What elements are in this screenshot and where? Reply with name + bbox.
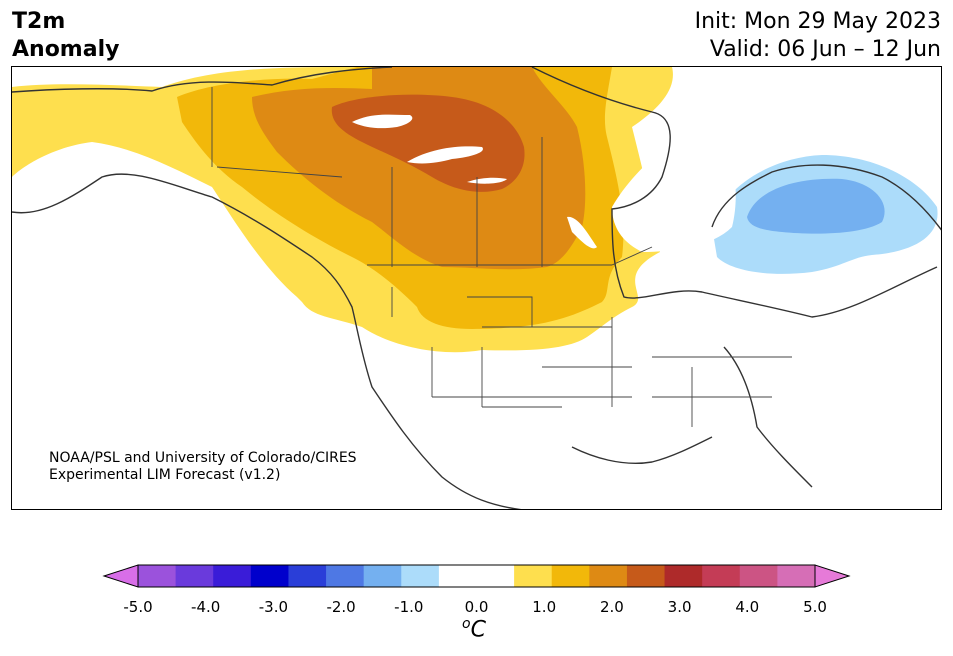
anomaly-contour-neg1p0 [747, 178, 885, 234]
credit-line-1: NOAA/PSL and University of Colorado/CIRE… [49, 450, 357, 466]
colorbar-tick-label: -2.0 [326, 598, 356, 616]
hudson-bay-water [612, 127, 736, 252]
title-anomaly: Anomaly [12, 37, 120, 62]
colorbar-cell [476, 565, 515, 587]
map-svg [12, 67, 941, 509]
colorbar-tick-label: 1.0 [532, 598, 557, 616]
colorbar-extend-min [102, 564, 139, 588]
colorbar-cell [777, 565, 816, 587]
colorbar-cell [514, 565, 553, 587]
colorbar-cell [551, 565, 590, 587]
colorbar-tick-label: -3.0 [258, 598, 289, 616]
great-bear-lake [352, 114, 413, 129]
colorbar-tick-label: -4.0 [191, 598, 221, 616]
colorbar-tick-label: 0.0 [464, 598, 489, 616]
colorbar-cell [401, 565, 440, 587]
init-date: Init: Mon 29 May 2023 [694, 9, 941, 34]
great-slave-lake [407, 146, 483, 164]
anomaly-map: NOAA/PSL and University of Colorado/CIRE… [11, 66, 942, 510]
colorbar-tick-label: -1.0 [394, 598, 424, 616]
colorbar-cell [739, 565, 778, 587]
coastlines [12, 67, 941, 509]
colorbar-cell [138, 565, 177, 587]
colorbar-extend-max [814, 564, 851, 588]
colorbar-cell [288, 565, 327, 587]
valid-range: Valid: 06 Jun – 12 Jun [709, 37, 941, 62]
colorbar-cell [213, 565, 252, 587]
colorbar-tick-label: 5.0 [803, 598, 827, 616]
colorbar-cell [250, 565, 289, 587]
colorbar-cell [702, 565, 741, 587]
colorbar-cell [326, 565, 365, 587]
credit-line-2: Experimental LIM Forecast (v1.2) [49, 467, 281, 483]
colorbar [102, 564, 851, 588]
colorbar-cell [589, 565, 628, 587]
forecast-dates: Init: Mon 29 May 2023 Valid: 06 Jun – 12… [695, 8, 941, 64]
colorbar-tick-label: 2.0 [599, 598, 624, 616]
colorbar-cells [138, 565, 816, 587]
title-variable: T2m [12, 9, 66, 34]
lake-winnipeg [567, 216, 597, 249]
colorbar-tick-label: -5.0 [123, 598, 153, 616]
political-borders [211, 87, 792, 427]
colorbar-tick-label: 4.0 [735, 598, 760, 616]
colorbar-cell [363, 565, 402, 587]
colorbar-outline [137, 564, 816, 588]
forecast-credit: NOAA/PSL and University of Colorado/CIRE… [49, 450, 357, 484]
colorbar-tick-label: 3.0 [667, 598, 692, 616]
colorbar-unit: oC [462, 616, 486, 642]
unit-degree: o [462, 616, 471, 632]
colorbar-cell [626, 565, 666, 587]
map-title: T2m Anomaly [12, 8, 119, 64]
unit-celsius: C [470, 617, 486, 643]
colorbar-cell [438, 565, 477, 587]
colorbar-cell [175, 565, 214, 587]
colorbar-cell [664, 565, 703, 587]
